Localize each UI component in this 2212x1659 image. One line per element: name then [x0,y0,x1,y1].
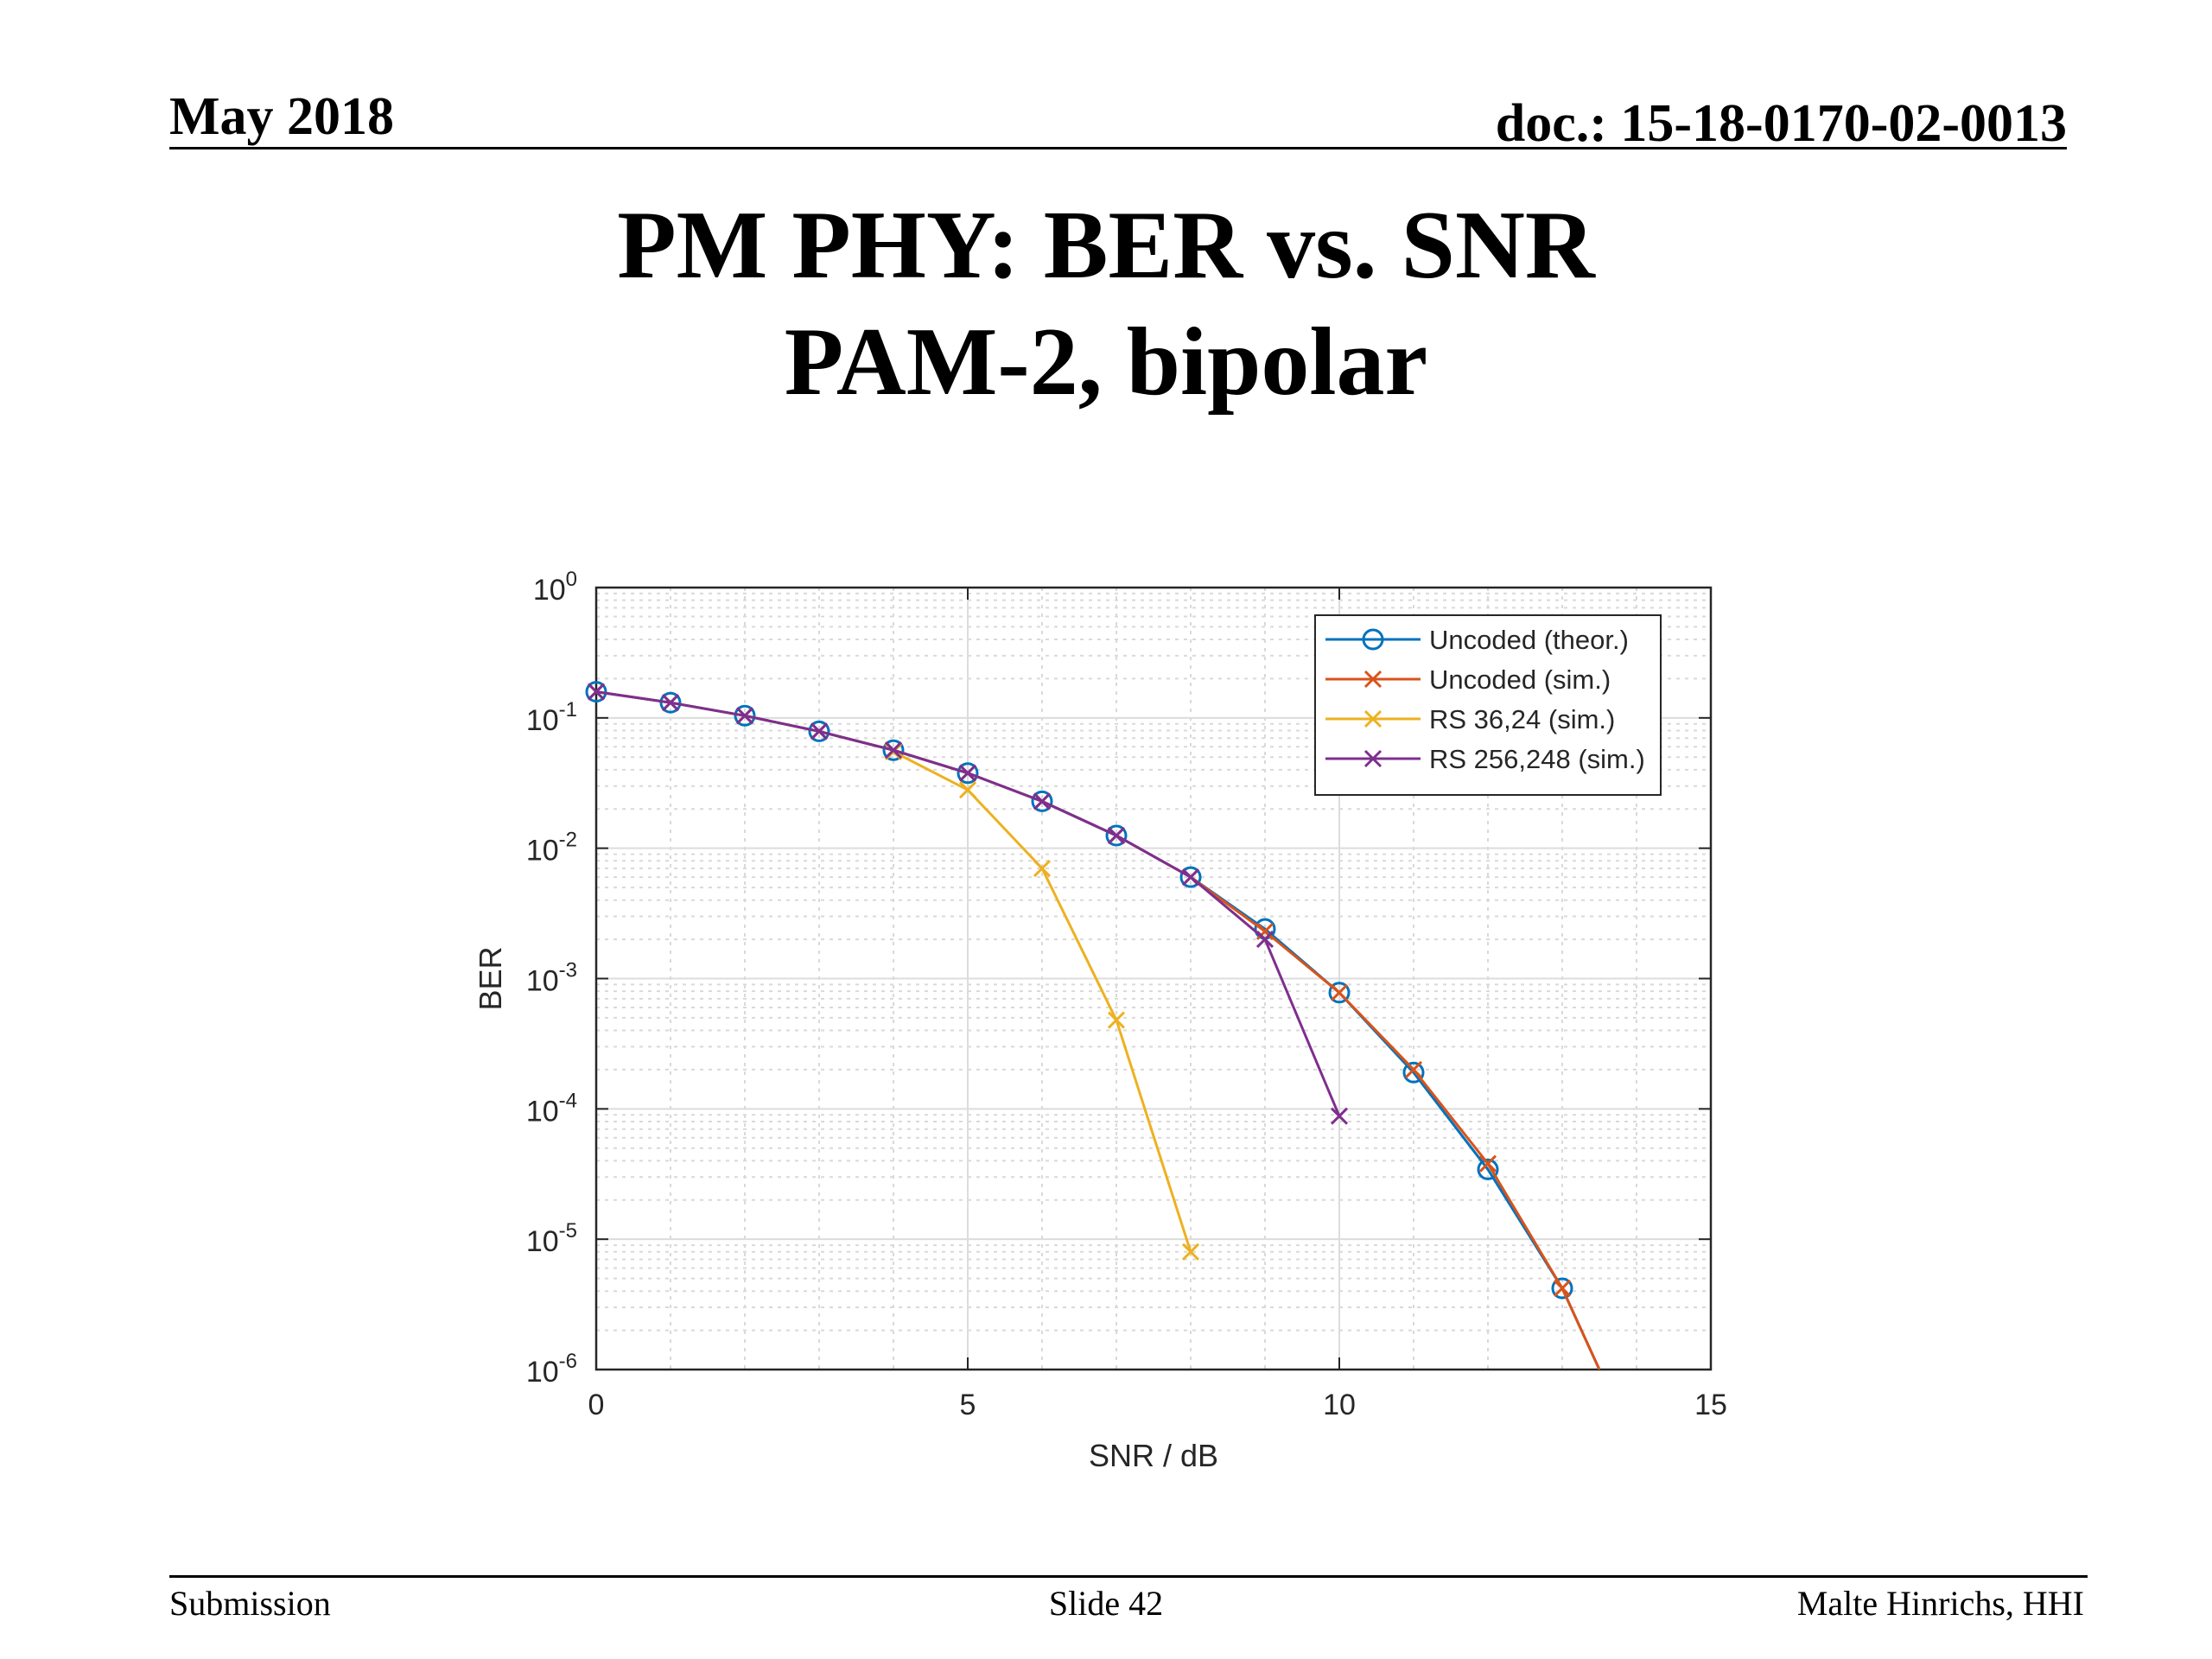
series-1-point [1031,790,1053,812]
series-1-point [1179,866,1202,888]
header-date: May 2018 [169,87,395,146]
y-tick-label: 10-3 [526,959,577,998]
series-1-point [882,739,905,761]
x-tick-label: 5 [960,1389,976,1421]
series-4-point [810,722,829,741]
series-2-point [1404,1060,1423,1078]
series-1-point [659,691,682,714]
series-4-point [958,764,977,782]
series-4-point [1330,1107,1349,1125]
y-tick-label: 100 [533,568,577,607]
y-tick-label: 10-5 [526,1219,577,1258]
series-1-point [1328,982,1351,1004]
series-1-point [1477,1158,1499,1180]
series-4-point [1255,931,1274,949]
x-tick-label: 15 [1694,1389,1727,1421]
series-4-point [587,683,606,701]
x-tick-label: 10 [1323,1389,1356,1421]
legend-label-1: Uncoded (theor.) [1429,625,1629,655]
series-1-point [957,762,979,785]
x-axis-label: SNR / dB [1089,1438,1218,1473]
series-1-point [585,681,607,703]
series-4-point [1033,792,1052,810]
series-2-point [1553,1279,1572,1298]
slide-title-line-1: PM PHY: BER vs. SNR [617,192,1595,299]
y-axis-label: BER [473,946,508,1010]
legend-marker-3 [1363,709,1382,728]
header-rule [169,147,2067,149]
y-tick-label: 10-6 [526,1350,577,1389]
series-1-point [1402,1061,1425,1084]
series-4-point [661,694,680,712]
y-tick-label: 10-1 [526,698,577,737]
legend-label-2: Uncoded (sim.) [1429,664,1611,695]
footer-submission: Submission [169,1584,331,1623]
footer-rule [169,1575,2088,1578]
x-tick-label: 0 [588,1389,605,1421]
footer-slide-number: Slide 42 [1048,1584,1164,1623]
legend-label-4: RS 256,248 (sim.) [1429,744,1645,774]
series-3-point [1107,1011,1126,1029]
legend-label-3: RS 36,24 (sim.) [1429,704,1615,734]
footer-author: Malte Hinrichs, HHI [1796,1584,2084,1623]
series-3-point [1033,859,1052,878]
y-tick-label: 10-2 [526,829,577,868]
slide-title-line-2: PAM-2, bipolar [784,308,1428,416]
header-doc-id: doc.: 15-18-0170-02-0013 [1495,94,2067,153]
legend-marker-2 [1363,670,1382,689]
series-1-point [1105,824,1128,847]
series-1-point [808,720,830,742]
series-2-point [1478,1154,1497,1173]
plot-area: 0 5 10 15 100 10-1 10-2 10-3 10-4 10-5 10-6 SNR / d… [473,568,1727,1473]
series-1-point [734,704,756,727]
series-4-point [1107,826,1126,845]
legend-marker-4 [1363,749,1382,768]
series-3-point [958,781,977,799]
series-4-point [884,741,903,760]
series-2-point [1330,983,1349,1001]
series-1-point [1551,1277,1573,1300]
legend-marker-1 [1362,628,1384,651]
series-4-point [735,707,754,725]
legend-box [1314,614,1662,796]
series-4-point [1181,868,1200,887]
series-3-point [1181,1243,1200,1261]
y-tick-label: 10-4 [526,1089,577,1128]
